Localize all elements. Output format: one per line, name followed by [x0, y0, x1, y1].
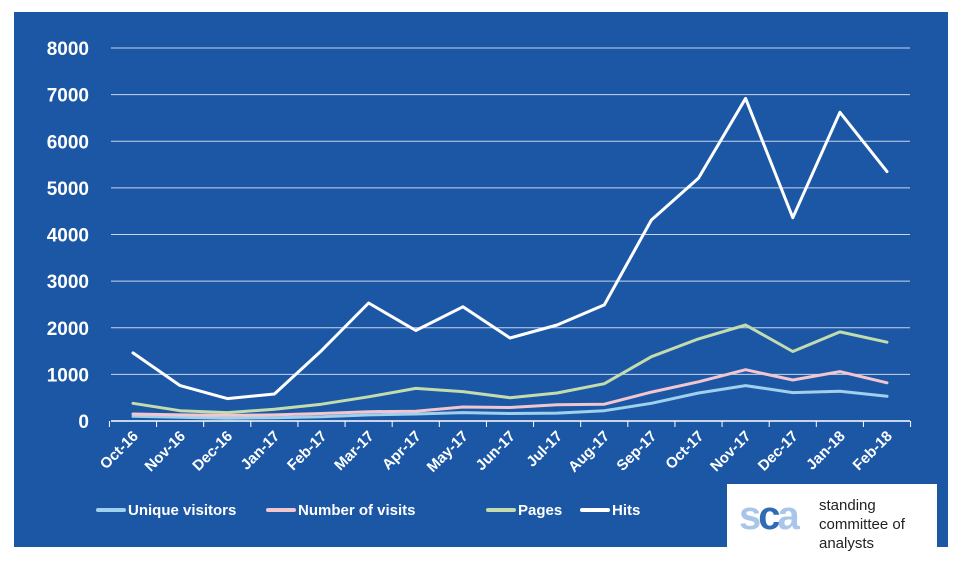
sca-logo: sca standing committee of analysts — [727, 484, 937, 562]
x-tick-label: Oct-17 — [662, 428, 707, 473]
x-tick-label: Oct-16 — [97, 428, 142, 473]
legend-label-number-of-visits: Number of visits — [298, 502, 416, 519]
legend: Unique visitors Number of visits Pages Hits — [96, 502, 640, 519]
x-tick-label: Nov-16 — [142, 428, 189, 475]
y-tick-label: 8000 — [47, 39, 89, 60]
series-line-unique-visitors — [131, 384, 889, 420]
x-tick-label: Mar-17 — [331, 428, 377, 474]
x-tick-label: Jul-17 — [523, 428, 566, 471]
legend-label-hits: Hits — [612, 502, 640, 519]
series-line-number-of-visits — [131, 368, 889, 417]
sca-logo-text: standing committee of analysts — [819, 496, 905, 553]
y-tick-label: 4000 — [47, 226, 89, 247]
x-tick-label: Sep-17 — [613, 428, 660, 475]
x-tick-label: Jan-17 — [238, 428, 284, 474]
series-line-pages — [131, 323, 889, 415]
x-tick-label: Apr-17 — [379, 428, 425, 474]
x-tick-label: Nov-17 — [707, 428, 754, 475]
x-axis-ticks: Oct-16 Nov-16 Dec-16 Jan-17 Feb-17 Mar-17 Apr-… — [97, 428, 896, 476]
y-tick-label: 7000 — [47, 86, 89, 107]
logo-line-1: standing — [819, 497, 876, 514]
legend-label-pages: Pages — [518, 502, 562, 519]
x-tick-label: Dec-16 — [189, 428, 236, 475]
line-chart: 0 1000 2000 3000 4000 5000 6000 7000 8000 Oct-16… — [47, 39, 912, 519]
logo-line-3: analysts — [819, 535, 875, 552]
y-tick-label: 2000 — [47, 319, 89, 340]
x-tick-label: Aug-17 — [565, 428, 613, 476]
y-tick-label: 3000 — [47, 272, 89, 293]
x-tick-label: Jan-18 — [803, 428, 849, 474]
x-tick-label: Feb-17 — [284, 428, 330, 474]
y-tick-label: 1000 — [47, 365, 89, 386]
series-line-hits — [131, 96, 889, 401]
x-tick-label: Dec-17 — [755, 428, 802, 475]
y-axis-ticks: 0 1000 2000 3000 4000 5000 6000 7000 8000 — [47, 39, 89, 433]
legend-label-unique-visitors: Unique visitors — [128, 502, 236, 519]
logo-letter-c: c — [758, 494, 780, 538]
x-tick-label: Feb-18 — [850, 428, 896, 474]
x-axis — [108, 420, 912, 427]
logo-letter-a: a — [777, 494, 800, 538]
logo-line-2: committee of — [819, 516, 905, 533]
x-tick-label: Jun-17 — [473, 428, 519, 474]
x-tick-label: May-17 — [424, 428, 472, 476]
logo-letter-s: s — [739, 494, 761, 538]
series-lines — [131, 96, 889, 420]
y-tick-label: 6000 — [47, 132, 89, 153]
gridlines — [111, 47, 910, 375]
chart-panel: 0 1000 2000 3000 4000 5000 6000 7000 8000 Oct-16… — [14, 12, 948, 547]
y-tick-label: 5000 — [47, 179, 89, 200]
sca-logo-mark: sca — [739, 494, 800, 538]
y-tick-label: 0 — [78, 412, 89, 433]
